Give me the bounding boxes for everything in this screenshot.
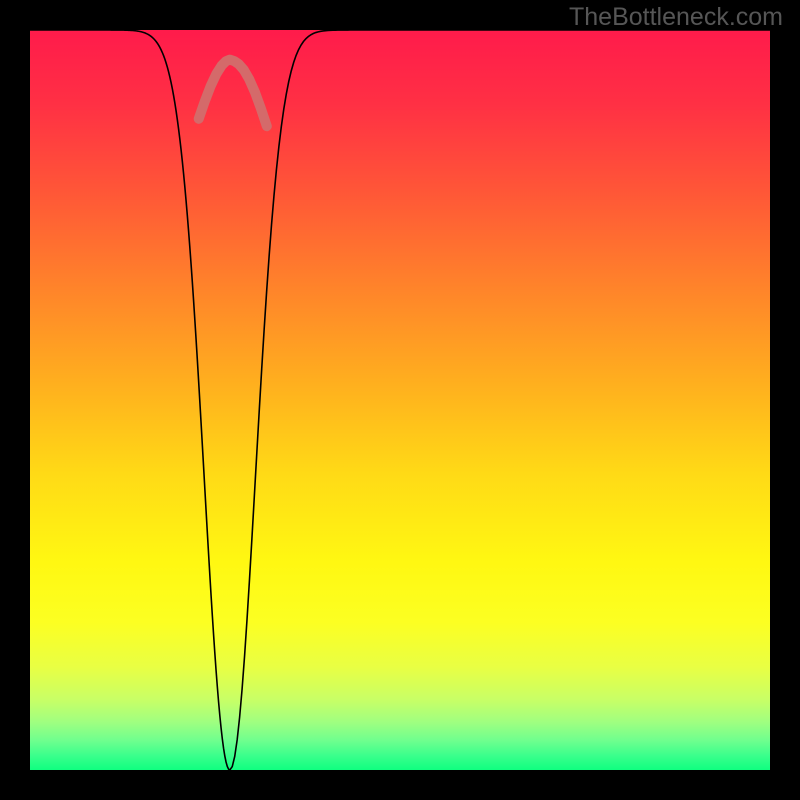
watermark-text: TheBottleneck.com (569, 3, 783, 32)
plot-background (30, 30, 770, 770)
plot-svg (30, 30, 770, 770)
plot-area (30, 30, 770, 770)
figure-root: TheBottleneck.com (0, 0, 800, 800)
